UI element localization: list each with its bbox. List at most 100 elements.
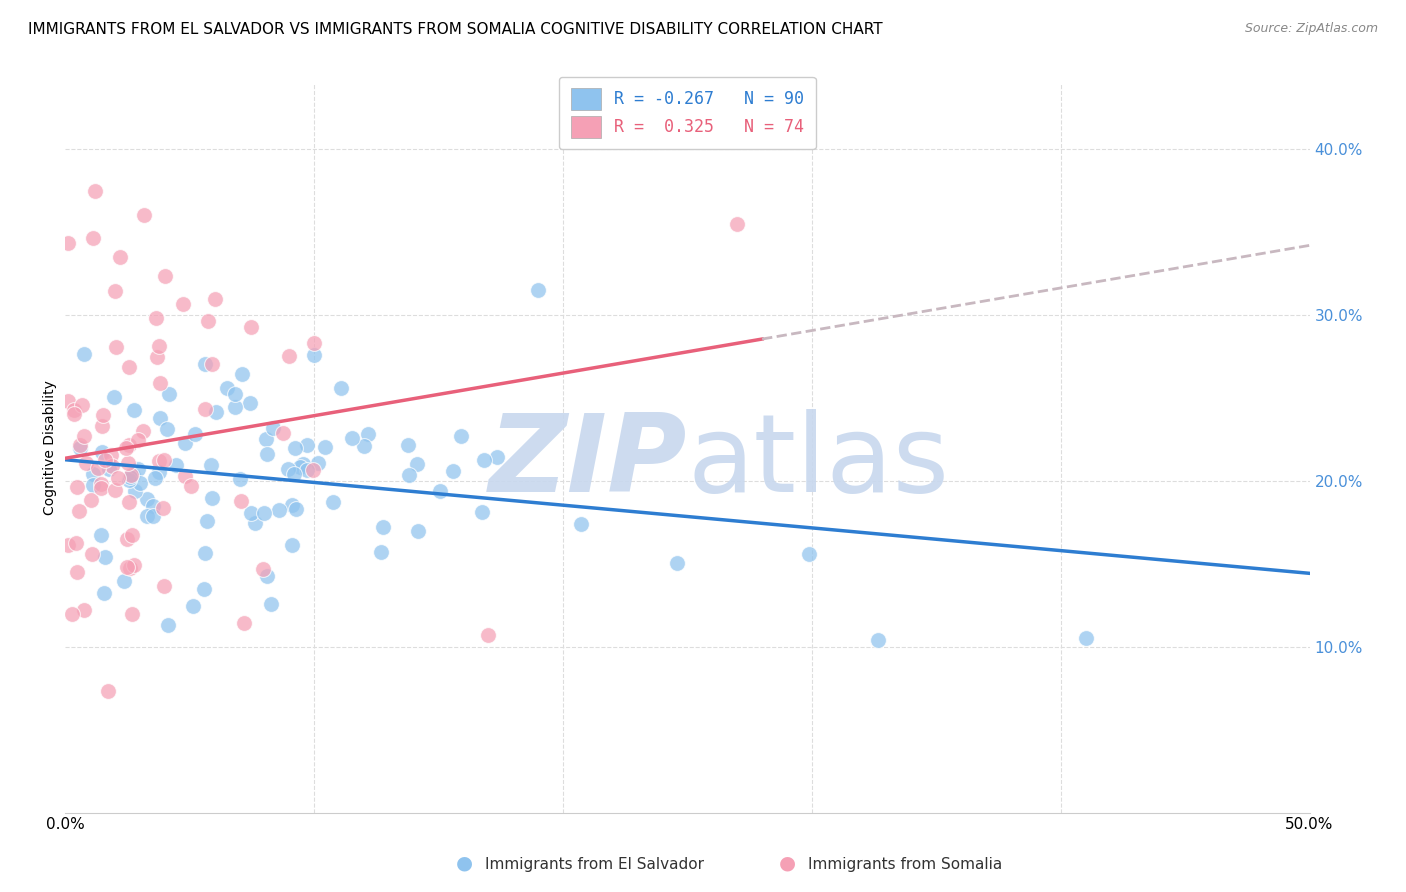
- Point: [82, 231, 104, 245]
- Point: [269, 502, 291, 516]
- Y-axis label: Cognitive Disability: Cognitive Disability: [44, 380, 58, 515]
- Point: [868, 632, 890, 647]
- Point: [204, 292, 226, 306]
- Point: [295, 463, 318, 477]
- Point: [152, 501, 174, 516]
- Point: [194, 546, 217, 560]
- Point: [97, 684, 120, 698]
- Point: [94, 549, 117, 564]
- Point: [122, 468, 145, 483]
- Point: [90, 418, 112, 433]
- Point: [253, 507, 276, 521]
- Point: [152, 453, 174, 467]
- Point: [184, 427, 207, 442]
- Point: [284, 502, 307, 516]
- Point: [290, 459, 312, 474]
- Point: [134, 208, 156, 222]
- Text: ZIP: ZIP: [489, 409, 688, 516]
- Point: [127, 461, 149, 475]
- Point: [118, 438, 141, 452]
- Point: [127, 433, 149, 447]
- Point: [194, 402, 217, 417]
- Point: [281, 538, 304, 552]
- Point: [66, 480, 89, 494]
- Point: [70, 398, 93, 412]
- Point: [302, 348, 325, 362]
- Point: [174, 468, 197, 483]
- Point: [193, 582, 215, 596]
- Point: [82, 477, 104, 491]
- Point: [142, 508, 165, 523]
- Point: [450, 429, 472, 443]
- Point: [117, 495, 139, 509]
- Point: [91, 409, 114, 423]
- Point: [301, 463, 323, 477]
- Point: [145, 310, 167, 325]
- Point: [165, 458, 187, 472]
- Point: [224, 400, 246, 414]
- Point: [254, 432, 277, 446]
- Point: [194, 357, 217, 371]
- Point: [120, 467, 142, 482]
- Point: [82, 467, 104, 482]
- Point: [73, 347, 96, 361]
- Point: [148, 465, 170, 479]
- Point: [797, 547, 820, 561]
- Point: [104, 284, 127, 298]
- Point: [93, 585, 115, 599]
- Point: [371, 520, 394, 534]
- Point: [87, 460, 110, 475]
- Point: [201, 491, 224, 505]
- Point: [197, 313, 219, 327]
- Point: [429, 484, 451, 499]
- Point: [1074, 632, 1097, 646]
- Point: [243, 516, 266, 531]
- Point: [205, 404, 228, 418]
- Point: [284, 441, 307, 455]
- Point: [477, 628, 499, 642]
- Point: [117, 559, 139, 574]
- Point: [256, 446, 278, 460]
- Point: [121, 607, 143, 621]
- Point: [100, 448, 122, 462]
- Point: [69, 438, 91, 452]
- Point: [84, 184, 107, 198]
- Point: [217, 381, 239, 395]
- Point: [136, 509, 159, 524]
- Point: [224, 387, 246, 401]
- Point: [262, 421, 284, 435]
- Point: [260, 597, 283, 611]
- Legend: R = -0.267   N = 90, R =  0.325   N = 74: R = -0.267 N = 90, R = 0.325 N = 74: [560, 77, 815, 150]
- Point: [231, 494, 253, 508]
- Point: [58, 236, 80, 251]
- Point: [302, 335, 325, 350]
- Point: [118, 561, 141, 575]
- Point: [153, 578, 176, 592]
- Point: [233, 615, 256, 630]
- Point: [94, 452, 117, 467]
- Point: [278, 350, 301, 364]
- Point: [90, 481, 112, 495]
- Point: [104, 483, 127, 498]
- Point: [60, 607, 83, 622]
- Point: [124, 484, 146, 499]
- Point: [104, 340, 127, 354]
- Point: [157, 387, 180, 401]
- Point: [56, 394, 79, 409]
- Point: [357, 427, 380, 442]
- Point: [90, 477, 112, 491]
- Point: [172, 297, 194, 311]
- Point: [142, 500, 165, 514]
- Point: [114, 442, 136, 456]
- Point: [283, 467, 305, 481]
- Point: [79, 492, 101, 507]
- Point: [157, 618, 180, 632]
- Point: [90, 528, 112, 542]
- Text: Immigrants from El Salvador: Immigrants from El Salvador: [485, 857, 704, 872]
- Point: [117, 533, 139, 547]
- Point: [441, 464, 464, 478]
- Point: [107, 471, 129, 485]
- Point: [725, 217, 748, 231]
- Point: [80, 547, 103, 561]
- Point: [527, 283, 550, 297]
